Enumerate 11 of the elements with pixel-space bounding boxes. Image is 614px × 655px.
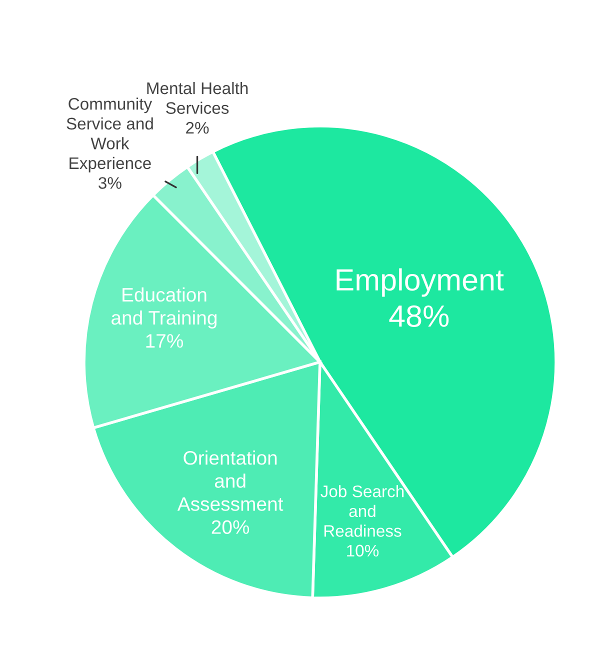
slice-label: Education and Training (112, 287, 217, 329)
slice-label: Employment (336, 268, 504, 297)
slice-label: Orientation and Assessment (177, 450, 284, 511)
data-label: 20% (212, 520, 250, 534)
data-label: 48% (389, 305, 449, 327)
slice-label: Community Service and Work Experience (66, 98, 153, 172)
data-label: 17% (146, 334, 184, 348)
data-label: 10% (347, 544, 379, 557)
data-label: 3% (98, 177, 122, 189)
slice-label: Job Search and Readiness (320, 485, 404, 537)
data-label: 2% (186, 122, 209, 134)
